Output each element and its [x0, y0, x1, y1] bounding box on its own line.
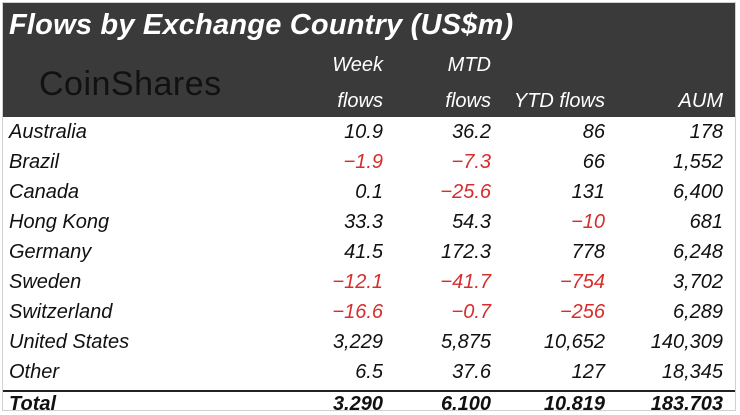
row-week-flows: 10.9 [344, 121, 383, 143]
table-row: Germany 41.5 172.3 778 6,248 [3, 237, 735, 267]
row-week-flows: −12.1 [332, 271, 383, 293]
row-country-name: Germany [9, 241, 92, 263]
table-row: Switzerland −16.6 −0.7 −256 6,289 [3, 297, 735, 327]
table-row: Hong Kong 33.3 54.3 −10 681 [3, 207, 735, 237]
row-aum: 18,345 [661, 361, 723, 383]
row-mtd-flows: −0.7 [451, 301, 491, 323]
row-ytd-flows: −256 [559, 301, 605, 323]
row-country-name: Switzerland [9, 301, 113, 323]
row-ytd-flows: −10 [571, 211, 605, 233]
table-row: Canada 0.1 −25.6 131 6,400 [3, 177, 735, 207]
row-aum: 178 [689, 121, 723, 143]
row-mtd-flows: 36.2 [452, 121, 491, 143]
row-aum: 6,400 [672, 181, 723, 203]
row-mtd-flows: −41.7 [440, 271, 491, 293]
row-country-name: Brazil [9, 151, 60, 173]
row-week-flows: 6.5 [355, 361, 383, 383]
row-country-name: Sweden [9, 271, 82, 293]
row-country-name: United States [9, 331, 130, 353]
row-ytd-flows: 10,652 [543, 331, 605, 353]
table-header: Flows by Exchange Country (US$m) CoinSha… [3, 3, 735, 117]
col-ytd-header-line2: YTD flows [513, 90, 605, 112]
row-mtd-flows: −7.3 [451, 151, 491, 173]
row-aum: 1,552 [672, 151, 723, 173]
row-country-name: Other [9, 361, 60, 383]
row-country-name: Canada [9, 181, 80, 203]
row-aum: 3,702 [672, 271, 723, 293]
row-week-flows: 41.5 [344, 241, 383, 263]
row-mtd-flows: −25.6 [440, 181, 491, 203]
row-country-name: Hong Kong [9, 211, 110, 233]
total-aum: 183,703 [650, 393, 723, 411]
col-week-header-line2: flows [337, 90, 383, 112]
row-week-flows: 33.3 [344, 211, 383, 233]
total-label: Total [9, 393, 57, 411]
row-week-flows: −16.6 [332, 301, 383, 323]
table-title: Flows by Exchange Country (US$m) [9, 9, 514, 41]
coinshares-logo: CoinShares [39, 65, 222, 103]
row-ytd-flows: −754 [559, 271, 605, 293]
flows-table-card: Flows by Exchange Country (US$m) CoinSha… [2, 2, 736, 411]
table-row: Other 6.5 37.6 127 18,345 [3, 357, 735, 387]
row-ytd-flows: 127 [571, 361, 605, 383]
col-aum-header-line2: AUM [678, 90, 723, 112]
row-aum: 681 [689, 211, 723, 233]
total-ytd-flows: 10,819 [543, 393, 605, 411]
row-aum: 6,248 [672, 241, 723, 263]
row-mtd-flows: 5,875 [440, 331, 491, 353]
row-week-flows: 3,229 [332, 331, 383, 353]
row-ytd-flows: 131 [571, 181, 605, 203]
table-row: United States 3,229 5,875 10,652 140,309 [3, 327, 735, 357]
total-row: Total 3,290 6,100 10,819 183,703 [3, 389, 735, 411]
row-mtd-flows: 54.3 [452, 211, 491, 233]
row-week-flows: 0.1 [355, 181, 383, 203]
row-ytd-flows: 66 [582, 151, 605, 173]
row-ytd-flows: 86 [582, 121, 605, 143]
row-aum: 6,289 [672, 301, 723, 323]
col-week-header-line1: Week [332, 54, 383, 76]
table-row: Sweden −12.1 −41.7 −754 3,702 [3, 267, 735, 297]
row-mtd-flows: 37.6 [452, 361, 491, 383]
row-ytd-flows: 778 [571, 241, 605, 263]
total-divider [3, 390, 735, 392]
col-mtd-header-line2: flows [445, 90, 491, 112]
row-country-name: Australia [9, 121, 87, 143]
row-mtd-flows: 172.3 [440, 241, 491, 263]
row-week-flows: −1.9 [343, 151, 383, 173]
col-mtd-header-line1: MTD [447, 54, 491, 76]
table-row: Brazil −1.9 −7.3 66 1,552 [3, 147, 735, 177]
total-week-flows: 3,290 [332, 393, 383, 411]
table-row: Australia 10.9 36.2 86 178 [3, 117, 735, 147]
row-aum: 140,309 [650, 331, 723, 353]
total-mtd-flows: 6,100 [440, 393, 491, 411]
